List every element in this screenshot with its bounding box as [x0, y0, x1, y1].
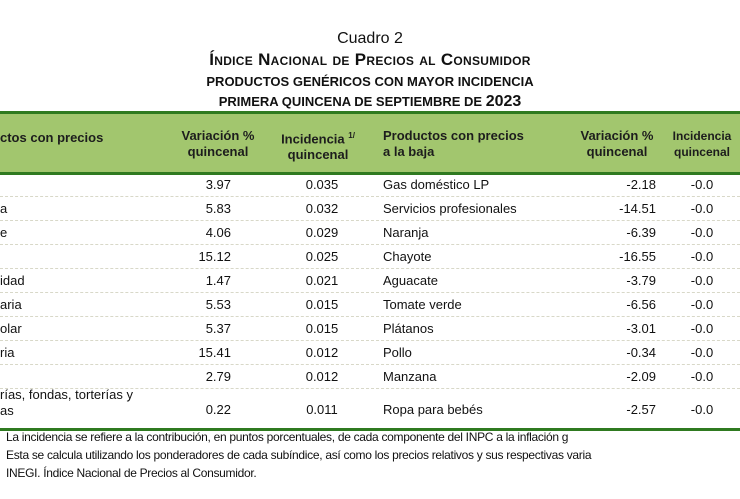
down-incidence: -0.0 — [690, 201, 714, 216]
up-variation: 5.53 — [205, 297, 231, 312]
up-product: idad — [0, 273, 25, 288]
table-row: aria 5.53 0.015 Tomate verde -6.56 -0.0 — [0, 292, 740, 317]
up-variation: 1.47 — [205, 273, 231, 288]
header-left-incidence-1: Incidencia — [281, 131, 345, 147]
period: PRIMERA QUINCENA DE SEPTIEMBRE DE 2023 — [0, 93, 740, 111]
down-variation: -6.56 — [626, 297, 656, 312]
up-incidence: 0.021 — [305, 273, 339, 288]
down-incidence: -0.0 — [690, 273, 714, 288]
up-variation: 0.22 — [205, 402, 231, 417]
down-variation: -16.55 — [619, 249, 656, 264]
up-incidence: 0.035 — [305, 177, 339, 192]
table-row: 3.97 0.035 Gas doméstico LP -2.18 -0.0 — [0, 172, 740, 197]
down-product: Ropa para bebés — [383, 402, 483, 417]
down-product: Manzana — [383, 369, 437, 384]
down-incidence: -0.0 — [690, 369, 714, 384]
header-right-incidence-2: quincenal — [673, 145, 730, 159]
down-product: Aguacate — [383, 273, 438, 288]
page-title: Índice Nacional de Precios al Consumidor — [209, 50, 531, 69]
down-product: Naranja — [383, 225, 429, 240]
up-incidence: 0.012 — [305, 369, 339, 384]
down-variation: -2.18 — [626, 177, 656, 192]
down-product: Tomate verde — [383, 297, 462, 312]
down-variation: -3.01 — [626, 321, 656, 336]
down-product: Servicios profesionales — [383, 201, 517, 216]
up-variation: 5.37 — [205, 321, 231, 336]
up-incidence: 0.029 — [305, 225, 339, 240]
down-variation: -2.57 — [626, 402, 656, 417]
table-row: e 4.06 0.029 Naranja -6.39 -0.0 — [0, 220, 740, 245]
down-product: Chayote — [383, 249, 432, 264]
up-variation: 15.41 — [198, 345, 231, 360]
table-row: ria 15.41 0.012 Pollo -0.34 -0.0 — [0, 340, 740, 365]
up-product: a — [0, 201, 8, 216]
subtitle: PRODUCTOS GENÉRICOS CON MAYOR INCIDENCIA — [206, 74, 534, 89]
up-incidence: 0.012 — [305, 345, 339, 360]
header-left-incidence: Incidencia 1/quincenal — [268, 128, 368, 163]
header-right-product: Productos con precios a la baja — [383, 128, 524, 160]
footnote-1: La incidencia se refiere a la contribuci… — [6, 430, 569, 444]
header-right-incidence: Incidencia quincenal — [666, 128, 738, 160]
down-incidence: -0.0 — [690, 321, 714, 336]
table-row: idad 1.47 0.021 Aguacate -3.79 -0.0 — [0, 268, 740, 293]
up-variation: 4.06 — [205, 225, 231, 240]
footnote-ref: 1/ — [348, 131, 355, 140]
down-incidence: -0.0 — [690, 402, 714, 417]
table-row: a 5.83 0.032 Servicios profesionales -14.51 -… — [0, 196, 740, 221]
down-variation: -3.79 — [626, 273, 656, 288]
up-product: aria — [0, 297, 22, 312]
header-right-incidence-1: Incidencia — [672, 129, 732, 143]
up-incidence: 0.011 — [306, 402, 338, 417]
table-row: 15.12 0.025 Chayote -16.55 -0.0 — [0, 244, 740, 269]
footnote-2: Esta se calcula utilizando los ponderado… — [6, 448, 592, 462]
up-incidence: 0.025 — [305, 249, 339, 264]
up-product-line-2: as — [0, 403, 14, 418]
up-product: e — [0, 225, 8, 240]
header-left-product: ctos con precios — [0, 130, 104, 145]
header-right-product-2: a la baja — [383, 144, 435, 159]
table-number: Cuadro 2 — [337, 30, 403, 47]
down-variation: -2.09 — [626, 369, 656, 384]
header-left-variation-1: Variación % — [181, 128, 255, 143]
header-right-variation-1: Variación % — [580, 128, 654, 143]
header-right-variation-2: quincenal — [586, 144, 648, 159]
header-left-incidence-2: quincenal — [287, 147, 349, 163]
header-right-product-1: Productos con precios — [383, 128, 524, 143]
period-year: 2023 — [485, 93, 522, 110]
up-variation: 3.97 — [205, 177, 231, 192]
table-header: ctos con precios Variación % quincenal In… — [0, 111, 740, 175]
header-left-variation: Variación % quincenal — [170, 128, 266, 160]
down-incidence: -0.0 — [690, 225, 714, 240]
up-incidence: 0.015 — [305, 321, 339, 336]
up-product: ria — [0, 345, 15, 360]
up-variation: 2.79 — [205, 369, 231, 384]
down-variation: -6.39 — [626, 225, 656, 240]
table-row: rías, fondas, torterías y 0.22 0.011 Ropa p… — [0, 387, 740, 422]
down-variation: -14.51 — [619, 201, 656, 216]
table-bottom-rule — [0, 428, 740, 431]
up-variation: 5.83 — [205, 201, 231, 216]
down-incidence: -0.0 — [690, 345, 714, 360]
header-left-variation-2: quincenal — [187, 144, 249, 159]
up-product: rías, fondas, torterías y — [0, 387, 133, 402]
down-incidence: -0.0 — [690, 297, 714, 312]
up-product: olar — [0, 321, 22, 336]
down-variation: -0.34 — [626, 345, 656, 360]
up-incidence: 0.032 — [305, 201, 339, 216]
table-row: olar 5.37 0.015 Plátanos -3.01 -0.0 — [0, 316, 740, 341]
table-row: 2.79 0.012 Manzana -2.09 -0.0 — [0, 364, 740, 389]
down-product: Plátanos — [383, 321, 434, 336]
down-incidence: -0.0 — [690, 249, 714, 264]
down-product: Pollo — [383, 345, 412, 360]
footnote-source: INEGI. Índice Nacional de Precios al Con… — [6, 466, 257, 480]
header-right-variation: Variación % quincenal — [572, 128, 662, 160]
up-incidence: 0.015 — [305, 297, 339, 312]
up-variation: 15.12 — [198, 249, 231, 264]
down-product: Gas doméstico LP — [383, 177, 490, 192]
period-text: PRIMERA QUINCENA DE SEPTIEMBRE DE — [218, 94, 483, 109]
down-incidence: -0.0 — [690, 177, 714, 192]
